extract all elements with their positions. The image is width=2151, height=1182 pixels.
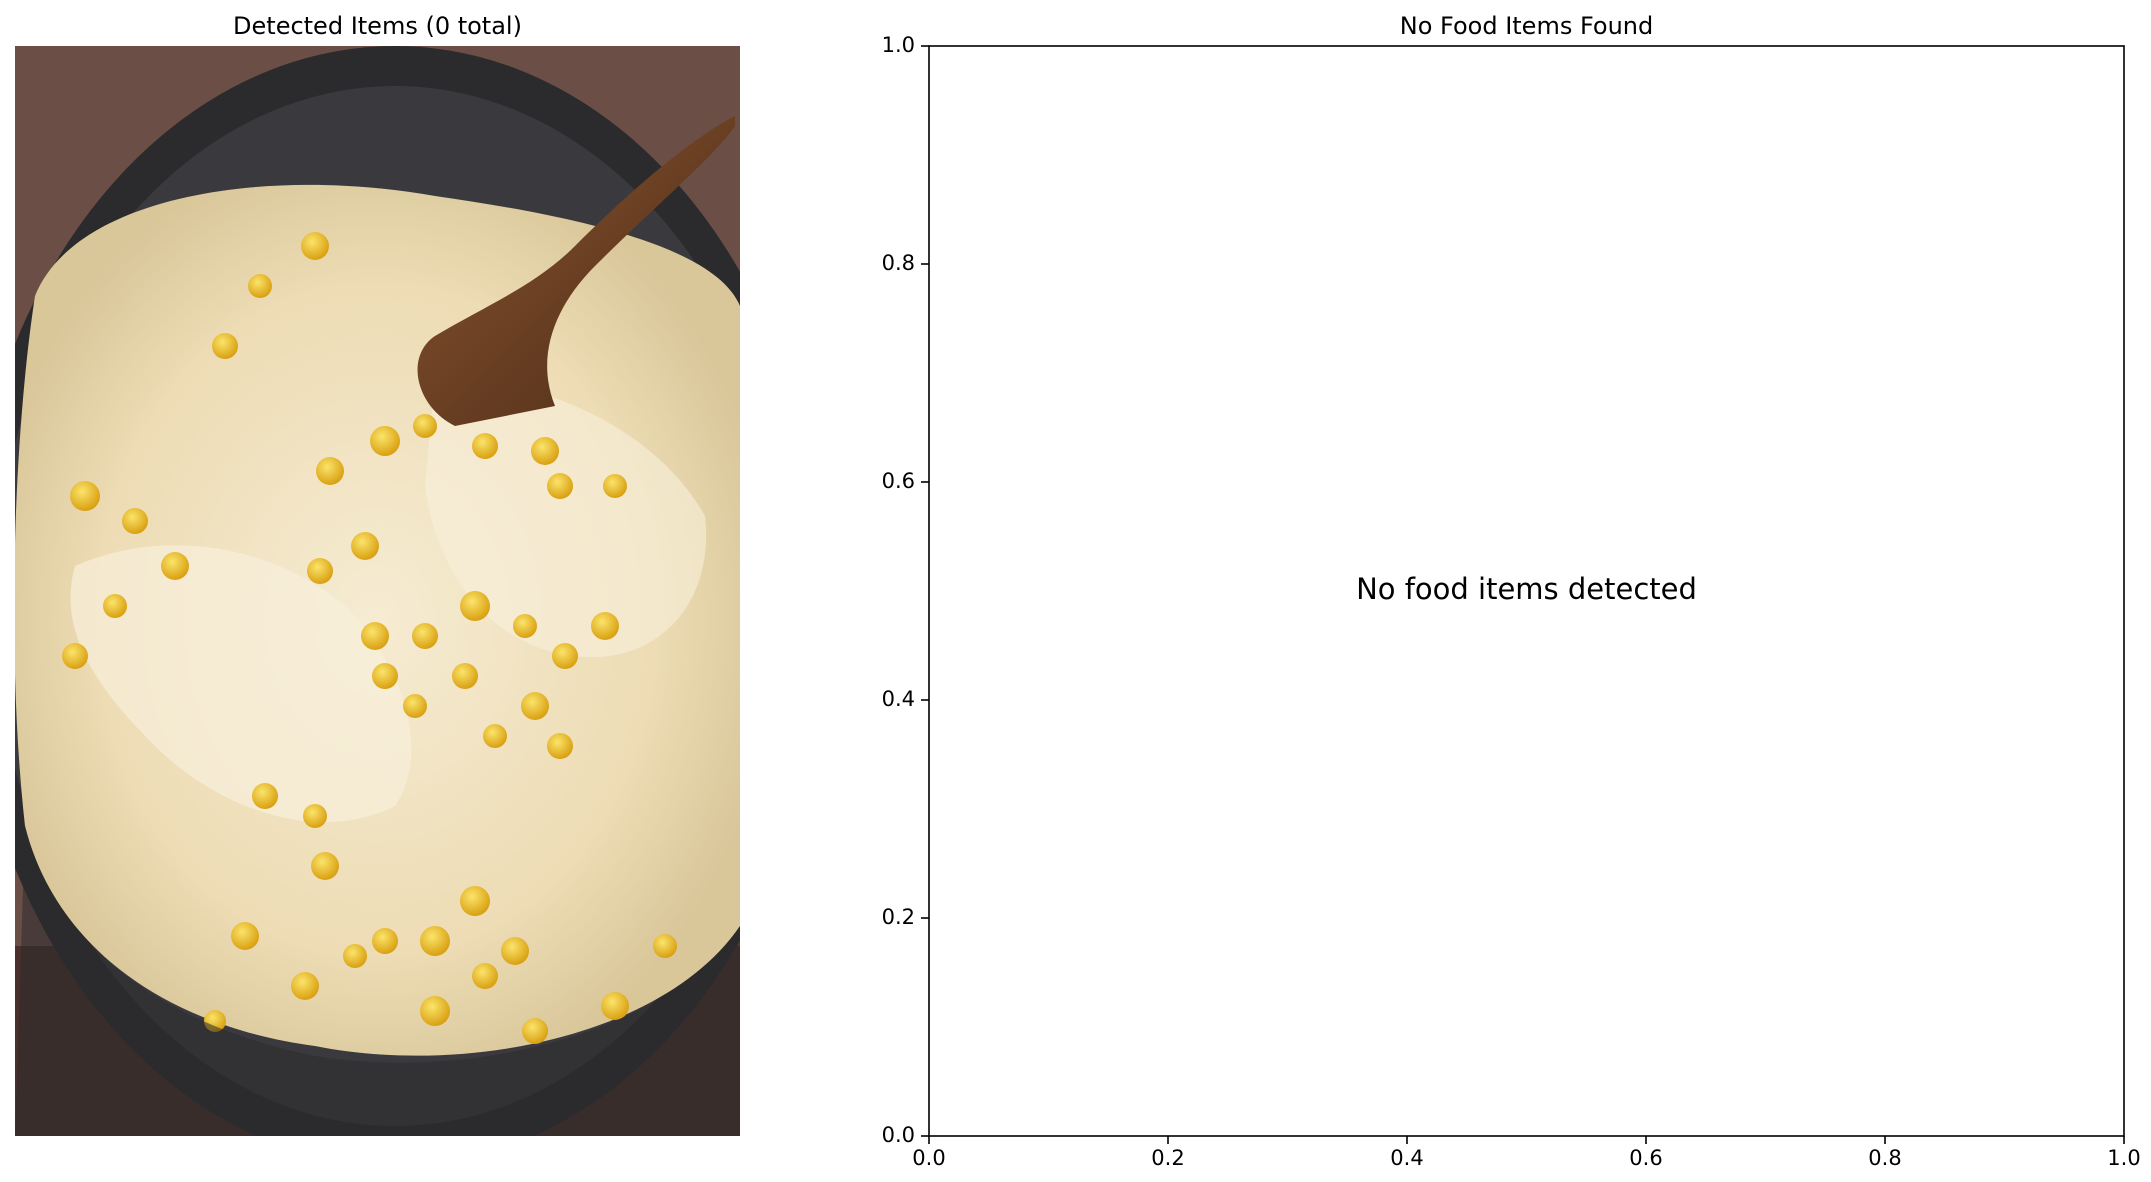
- x-tick-label: 1.0: [2107, 1146, 2140, 1170]
- x-tick-label: 0.0: [912, 1146, 945, 1170]
- food-photo: [15, 46, 740, 1136]
- x-tick-label: 0.4: [1390, 1146, 1423, 1170]
- x-tick-label: 0.8: [1868, 1146, 1901, 1170]
- y-axis: 0.0 0.2 0.4 0.6 0.8 1.0: [882, 33, 929, 1147]
- x-tick-label: 0.2: [1151, 1146, 1184, 1170]
- right-panel-title: No Food Items Found: [1399, 12, 1654, 40]
- corn-kernels: [62, 232, 677, 1044]
- y-tick-label: 0.2: [882, 905, 915, 929]
- y-tick-label: 0.8: [882, 251, 915, 275]
- x-axis: 0.0 0.2 0.4 0.6 0.8 1.0: [912, 1136, 2141, 1170]
- left-panel-title: Detected Items (0 total): [233, 12, 522, 40]
- no-items-message: No food items detected: [1356, 572, 1697, 606]
- y-tick-label: 1.0: [882, 33, 915, 57]
- x-tick-label: 0.6: [1629, 1146, 1662, 1170]
- plot-area-frame: [928, 45, 2125, 1137]
- y-tick-label: 0.6: [882, 469, 915, 493]
- y-tick-label: 0.4: [882, 687, 915, 711]
- y-tick-label: 0.0: [882, 1123, 915, 1147]
- food-photo-drawing: [15, 46, 740, 1136]
